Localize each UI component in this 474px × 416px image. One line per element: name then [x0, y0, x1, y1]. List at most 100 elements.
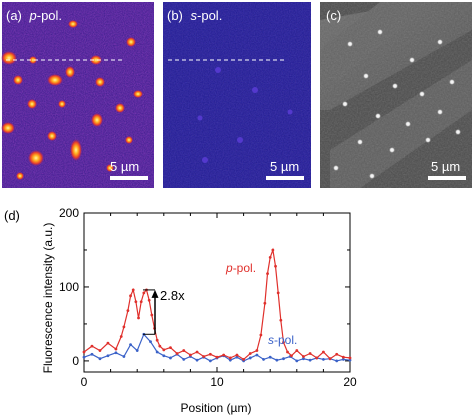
particle-spot [91, 113, 103, 127]
particle-spot [215, 67, 221, 73]
data-point-ppol [90, 344, 94, 348]
data-point-ppol [282, 341, 285, 344]
x-tick-label: 20 [343, 375, 357, 389]
data-point-ppol [268, 255, 272, 259]
panel-a-particles [1, 20, 143, 180]
data-point-ppol [341, 355, 345, 359]
particle-spot [70, 139, 82, 161]
data-point-ppol [263, 301, 267, 305]
x-tick-label: 0 [81, 375, 88, 389]
data-point-ppol [158, 344, 162, 348]
data-point-ppol [119, 335, 123, 338]
data-point-spol [208, 359, 212, 363]
data-point-ppol [142, 291, 146, 295]
data-point-spol [322, 358, 325, 361]
data-point-spol [262, 358, 265, 361]
data-point-spol [106, 354, 110, 358]
x-tick-label: 10 [210, 375, 224, 389]
data-point-spol [135, 349, 139, 352]
particle-spot [27, 99, 37, 109]
particle-spot [47, 74, 63, 86]
data-point-ppol [126, 309, 130, 313]
particle-spot [333, 165, 339, 171]
data-point-spol [295, 359, 299, 363]
particle-spot [437, 109, 443, 115]
panel-b-particles [197, 67, 293, 163]
data-point-ppol [222, 353, 226, 357]
data-point-ppol [155, 338, 159, 342]
data-point-spol [122, 355, 126, 358]
data-point-ppol [279, 318, 283, 322]
data-point-spol [228, 358, 232, 362]
particle-spot [449, 79, 455, 85]
data-point-spol [195, 358, 199, 362]
data-point-spol [182, 358, 186, 361]
data-point-spol [114, 351, 118, 355]
particle-spot [68, 20, 78, 28]
panel-b-pol: s [191, 8, 198, 23]
particle-spot [455, 129, 461, 135]
y-tick-label: 200 [59, 206, 79, 220]
particle-spot [252, 87, 258, 93]
particle-spot [375, 113, 381, 119]
particle-spot [377, 29, 383, 35]
particle-spot [369, 173, 375, 179]
data-point-ppol [137, 316, 140, 320]
p-pol-series-label-main: p [225, 261, 233, 275]
particle-spot [347, 41, 353, 47]
data-point-ppol [131, 288, 135, 292]
s-pol-series-label-suffix: -pol. [274, 333, 297, 347]
particle-spot [1, 51, 17, 65]
particle-spot [363, 73, 369, 79]
particle-spot [65, 66, 75, 78]
data-point-ppol [315, 356, 319, 360]
particle-spot [419, 91, 425, 97]
data-point-ppol [82, 350, 86, 354]
panel-c-scalebar-label: 5 µm [431, 159, 460, 174]
data-point-spol [98, 357, 102, 361]
data-point-ppol [328, 357, 332, 361]
data-point-ppol [150, 313, 154, 317]
particle-spot [28, 150, 44, 166]
panel-a-scalebar-label: 5 µm [110, 159, 139, 174]
particle-spot [47, 131, 57, 141]
data-point-ppol [295, 349, 299, 352]
particle-spot [126, 37, 136, 47]
data-point-ppol [215, 355, 219, 359]
data-point-ppol [248, 352, 252, 355]
data-point-ppol [266, 272, 269, 276]
data-point-spol [308, 358, 312, 362]
data-point-ppol [228, 356, 232, 360]
data-point-ppol [290, 354, 293, 358]
y-tick-label: 0 [72, 354, 79, 368]
y-axis-label: Fluorescence intensity (a.u.) [41, 223, 55, 374]
data-point-ppol [122, 325, 126, 329]
data-point-ppol [208, 352, 212, 356]
data-point-spol [162, 354, 166, 358]
panel-d-label: (d) [4, 208, 20, 223]
data-point-ppol [259, 333, 263, 337]
particle-spot [95, 77, 105, 87]
s-pol-series-label-main: s [268, 333, 274, 347]
data-point-ppol [195, 350, 199, 354]
data-point-ppol [286, 350, 289, 354]
panel-c-label: (c) [326, 8, 341, 23]
s-pol-series-label: s-pol. [268, 333, 297, 347]
particle-spot [357, 139, 363, 145]
data-point-spol [90, 352, 94, 356]
particle-spot [58, 100, 66, 108]
panel-a-label: (a) p-pol. [6, 8, 62, 23]
panel-c: (c) 5 µm [320, 2, 472, 188]
particle-spot [405, 121, 411, 127]
panel-a: (a) p-pol. 5 µm [1, 2, 154, 188]
data-point-spol [275, 358, 279, 362]
particle-spot [125, 136, 133, 144]
particle-spot [437, 39, 443, 45]
data-point-ppol [189, 353, 192, 357]
panel-b-letter: (b) [167, 8, 183, 23]
particle-spot [342, 101, 348, 107]
particle-spot [389, 147, 395, 153]
panel-a-pol: p [29, 8, 37, 23]
